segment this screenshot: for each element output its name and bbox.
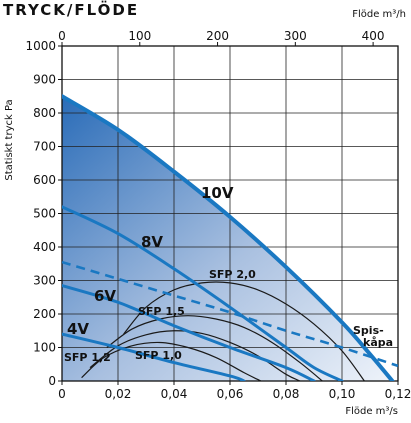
y-tick-label-1: 100 [33,341,56,355]
x-tick-label-3: 0,06 [217,387,244,401]
fan-curve-6v [62,284,316,381]
x-tick-label-2: 0,04 [161,387,188,401]
y-tick-label-8: 800 [33,106,56,120]
sfp-curve-sfp-2-0 [123,281,365,381]
label-4v: 4V [67,320,89,338]
fan-curve-8v [62,205,344,381]
top-x-axis-label: Flöde m³/h [352,9,406,20]
bottom-x-tick-labels: 0 0,02 0,04 0,06 0,08 0,10 0,12 [58,381,411,401]
top-x-tick-label-3: 300 [284,29,307,43]
sfp-curve-sfp-1-5 [106,315,323,381]
label-sfp-1-5: SFP 1,5 [138,305,185,318]
top-x-tick-label-0: 0 [58,29,66,43]
x-tick-label-4: 0,08 [273,387,300,401]
sfp-curves [81,281,365,381]
fan-curves [62,94,395,381]
top-x-tick-label-4: 400 [362,29,385,43]
label-10v: 10V [201,184,234,202]
label-sfp-1-0: SFP 1,0 [135,349,182,362]
y-tick-label-0: 0 [48,374,56,388]
sfp-curve-sfp-1-2 [89,330,301,381]
y-axis-label: Statiskt tryck Pa [4,99,15,180]
operating-area [62,96,393,381]
y-tick-label-6: 600 [33,173,56,187]
label-sfp-1-2: SFP 1,2 [64,351,111,364]
y-tick-label-3: 300 [33,274,56,288]
y-tick-label-7: 700 [33,140,56,154]
y-tick-label-2: 200 [33,307,56,321]
label-spis-line1: Spis- [353,324,384,337]
y-tick-label-10: 1000 [25,39,56,53]
spis-curve-group [62,260,398,368]
label-8v: 8V [141,233,163,251]
fan-curve-4v [62,332,246,381]
sfp-curve-sfp-1-0 [81,341,262,381]
x-tick-label-5: 0,10 [329,387,356,401]
bottom-x-axis-label: Flöde m³/s [345,406,398,417]
y-tick-labels: 0 100 200 300 400 500 600 700 800 900 1000 [25,39,62,388]
chart-title: TRYCK/FLÖDE [3,0,139,19]
top-x-tick-label-2: 200 [206,29,229,43]
y-tick-label-9: 900 [33,73,56,87]
top-x-tick-label-1: 100 [128,29,151,43]
x-tick-label-0: 0 [58,387,66,401]
x-tick-label-6: 0,12 [385,387,411,401]
top-x-tick-labels: 0 100 200 300 400 [58,29,385,46]
label-6v: 6V [94,287,116,305]
fan-curve-10v [62,94,395,381]
label-sfp-2-0: SFP 2,0 [209,268,256,281]
label-spis-line2: kåpa [363,336,393,349]
x-tick-label-1: 0,02 [105,387,132,401]
spis-kapa-curve [62,260,398,368]
y-tick-label-5: 500 [33,207,56,221]
y-tick-label-4: 400 [33,240,56,254]
